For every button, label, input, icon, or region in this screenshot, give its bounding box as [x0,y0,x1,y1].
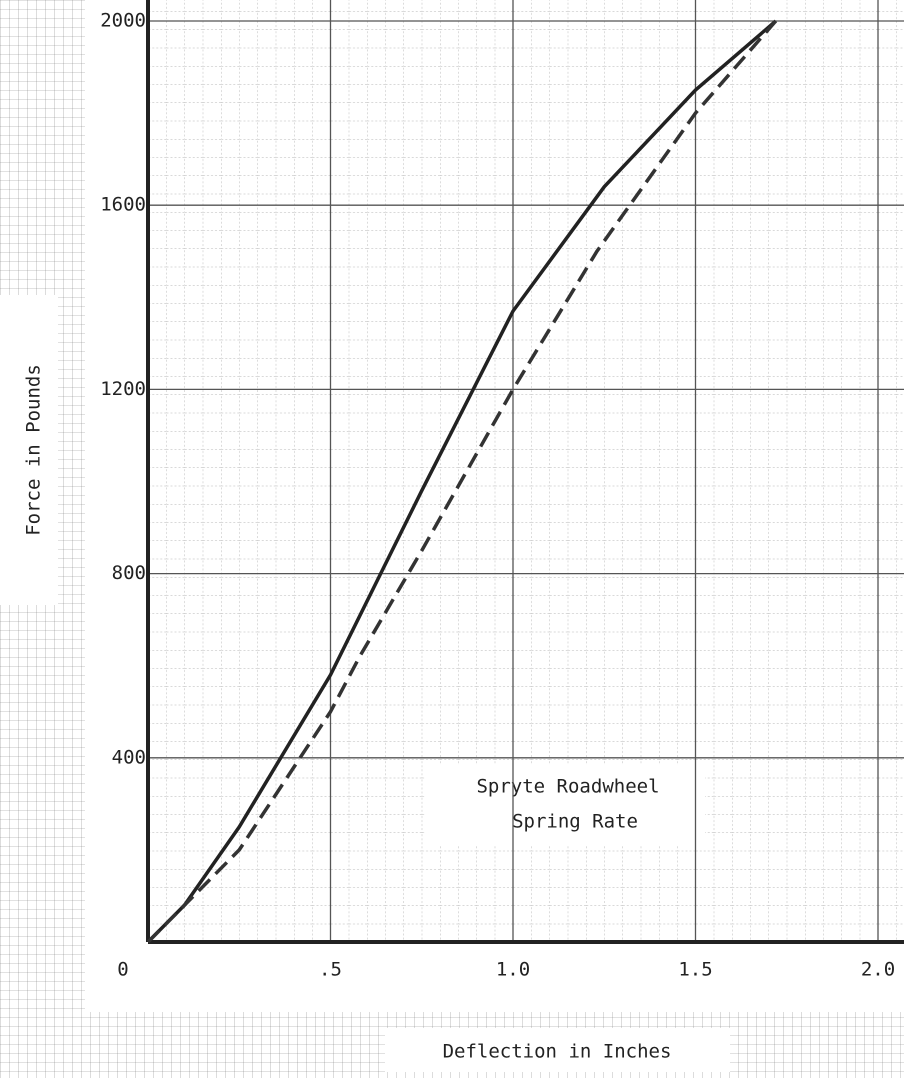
y-tick-label: 400 [112,746,146,768]
line-series [146,19,778,944]
x-tick-label: 1.0 [496,959,530,981]
x-axis-label: Deflection in Inches [443,1041,672,1063]
annotation-background [425,765,705,845]
y-tick-label: 2000 [100,10,146,32]
y-axis-label: Force in Pounds [23,364,45,536]
annotation: Spring Rate [512,811,638,833]
x-tick-label: 0 [117,959,128,981]
x-tick-label: 2.0 [861,959,895,981]
xlabel-background [385,1028,730,1072]
line-series [146,19,777,944]
x-tick-label: .5 [319,959,342,981]
ylabel-background [0,295,58,605]
y-tick-label: 1600 [100,194,146,216]
y-tick-label: 1200 [100,378,146,400]
y-tick-label: 800 [112,562,146,584]
x-tick-label: 1.5 [678,959,712,981]
annotation: Spryte Roadwheel [476,776,659,798]
